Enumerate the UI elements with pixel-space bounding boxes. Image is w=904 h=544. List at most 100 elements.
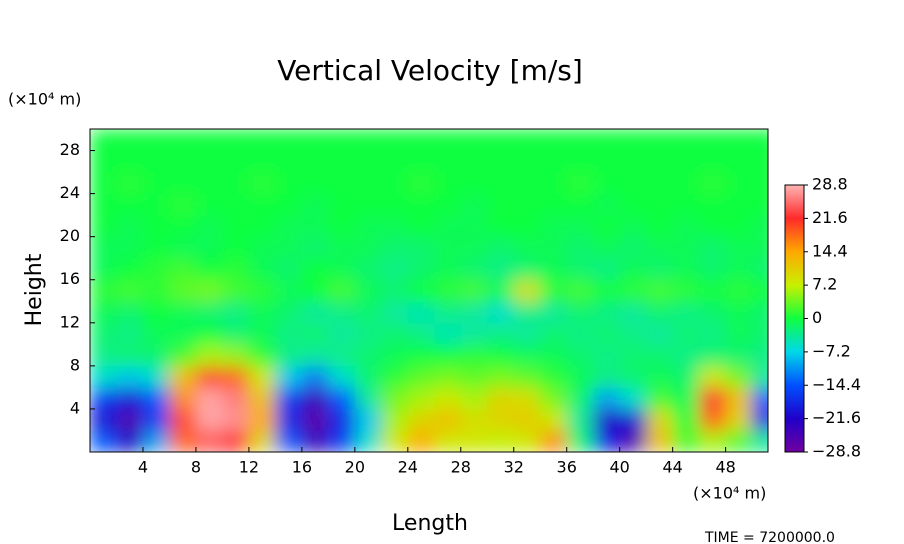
heatmap-cell: [699, 301, 727, 324]
heatmap-cell: [222, 408, 250, 431]
heatmap-cell: [90, 172, 117, 195]
heatmap-cell: [407, 279, 435, 302]
heatmap-cell: [407, 129, 435, 152]
y-tick-label: 20: [60, 226, 80, 245]
heatmap-cell: [725, 215, 753, 238]
heatmap-cell: [142, 172, 170, 195]
heatmap-cell: [434, 365, 462, 388]
heatmap-cell: [275, 387, 303, 410]
heatmap-cell: [460, 365, 488, 388]
heatmap-cell: [248, 215, 276, 238]
heatmap-cell: [328, 150, 356, 173]
heatmap-cell: [540, 408, 568, 431]
heatmap-cell: [275, 258, 303, 281]
heatmap-cell: [725, 279, 753, 302]
heatmap-cell: [354, 387, 382, 410]
colorbar-tick-label: 14.4: [812, 241, 848, 260]
heatmap-cell: [513, 172, 541, 195]
heatmap-cell: [487, 301, 515, 324]
heatmap-cell: [116, 172, 144, 195]
heatmap-cell: [434, 215, 462, 238]
heatmap-cell: [381, 344, 409, 367]
heatmap-cell: [116, 387, 144, 410]
heatmap-cell: [646, 365, 674, 388]
heatmap-cell: [460, 258, 488, 281]
colorbar-tick-label: −14.4: [812, 375, 861, 394]
heatmap-cell: [752, 301, 768, 324]
heatmap-cell: [116, 258, 144, 281]
y-tick-label: 12: [60, 312, 80, 331]
heatmap-cell: [354, 172, 382, 195]
heatmap-cell: [301, 129, 329, 152]
heatmap-cell: [222, 172, 250, 195]
x-tick-label: 40: [610, 458, 630, 477]
heatmap-cell: [381, 129, 409, 152]
heatmap-cell: [381, 322, 409, 345]
heatmap-cell: [699, 322, 727, 345]
heatmap-cell: [381, 301, 409, 324]
heatmap-cell: [90, 279, 117, 302]
heatmap-cell: [169, 301, 197, 324]
heatmap-cell: [699, 193, 727, 216]
heatmap-cell: [566, 215, 594, 238]
y-tick-label: 16: [60, 269, 80, 288]
heatmap-cell: [222, 129, 250, 152]
heatmap-cell: [752, 258, 768, 281]
heatmap-cell: [672, 258, 700, 281]
heatmap-cell: [381, 279, 409, 302]
heatmap-cell: [195, 430, 223, 452]
heatmap-cell: [301, 172, 329, 195]
heatmap-cell: [513, 322, 541, 345]
heatmap-cell: [142, 430, 170, 452]
heatmap-cell: [752, 150, 768, 173]
heatmap-cell: [434, 387, 462, 410]
x-axis-label: Length: [392, 511, 468, 536]
heatmap-cell: [248, 172, 276, 195]
heatmap-cell: [487, 129, 515, 152]
heatmap-cell: [275, 236, 303, 259]
heatmap-cell: [116, 430, 144, 452]
heatmap-cell: [752, 365, 768, 388]
x-tick-label: 48: [715, 458, 735, 477]
x-tick-label: 28: [451, 458, 471, 477]
heatmap-cell: [672, 344, 700, 367]
heatmap-cell: [672, 129, 700, 152]
heatmap-cell: [381, 236, 409, 259]
heatmap-cell: [195, 279, 223, 302]
heatmap-cell: [513, 279, 541, 302]
heatmap-cell: [275, 408, 303, 431]
heatmap-cell: [566, 344, 594, 367]
colorbar-tick-label: 0: [812, 308, 822, 327]
heatmap-cell: [593, 193, 621, 216]
heatmap-cell: [195, 215, 223, 238]
heatmap-cell: [646, 301, 674, 324]
heatmap-cell: [699, 172, 727, 195]
heatmap-cell: [301, 408, 329, 431]
heatmap-cell: [90, 150, 117, 173]
heatmap-cell: [434, 172, 462, 195]
heatmap-cell: [593, 344, 621, 367]
heatmap-cell: [195, 150, 223, 173]
heatmap-cell: [646, 129, 674, 152]
heatmap-cell: [407, 365, 435, 388]
heatmap-cell: [407, 193, 435, 216]
heatmap-cell: [593, 215, 621, 238]
heatmap-cell: [275, 344, 303, 367]
heatmap-cell: [593, 322, 621, 345]
heatmap-cell: [593, 258, 621, 281]
heatmap-cell: [195, 258, 223, 281]
heatmap-cell: [672, 236, 700, 259]
heatmap-cell: [487, 365, 515, 388]
heatmap-cell: [328, 279, 356, 302]
heatmap-cell: [672, 301, 700, 324]
heatmap-cell: [354, 408, 382, 431]
heatmap-cell: [328, 236, 356, 259]
heatmap-cell: [90, 408, 117, 431]
heatmap-cell: [460, 193, 488, 216]
heatmap-cell: [354, 430, 382, 452]
heatmap-cell: [487, 150, 515, 173]
heatmap-cell: [275, 172, 303, 195]
heatmap-cell: [752, 344, 768, 367]
heatmap-cell: [381, 365, 409, 388]
